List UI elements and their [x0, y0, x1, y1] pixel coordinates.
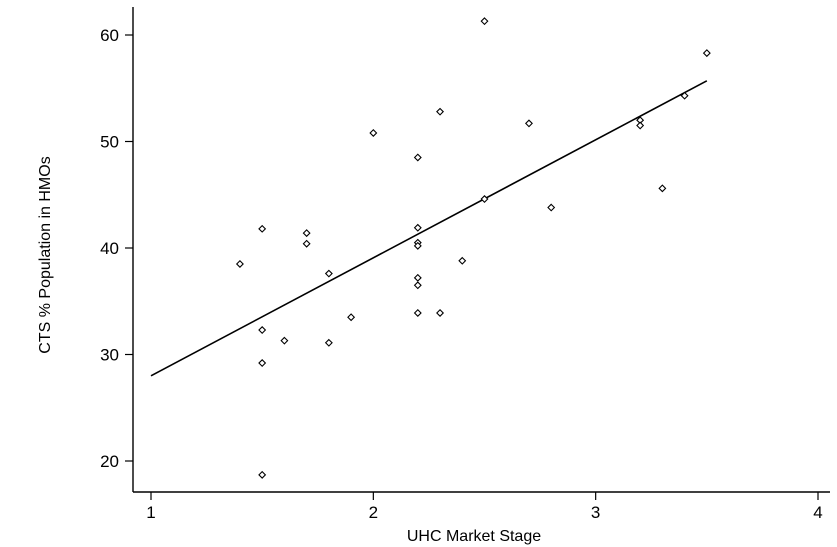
y-tick-label: 40	[100, 239, 119, 258]
x-tick-label: 2	[369, 503, 378, 522]
data-point	[636, 121, 645, 130]
data-point	[413, 223, 422, 232]
data-point	[413, 308, 422, 317]
data-point	[347, 313, 356, 322]
ticks: 1 2 3 4 20 30 40 50 60	[100, 26, 823, 522]
data-point	[702, 49, 711, 58]
data-point	[258, 359, 267, 367]
y-tick-label: 30	[100, 346, 119, 365]
data-point	[324, 269, 333, 278]
data-point	[280, 336, 289, 345]
axes	[132, 7, 830, 493]
y-axis-label: CTS % Population in HMOs	[37, 156, 54, 353]
data-point	[480, 195, 489, 203]
fit-line	[150, 80, 708, 377]
data-point	[302, 229, 311, 238]
data-point	[258, 224, 267, 233]
data-point	[413, 241, 422, 250]
data-point	[547, 203, 556, 212]
data-point	[458, 256, 467, 265]
data-point	[436, 107, 445, 116]
data-point	[369, 129, 378, 137]
x-tick-label: 1	[146, 503, 155, 522]
x-tick-label: 3	[591, 503, 600, 522]
data-point	[413, 281, 422, 290]
data-point	[524, 119, 533, 128]
y-tick-label: 60	[100, 26, 119, 45]
data-points	[235, 17, 711, 479]
fit-line-group	[150, 80, 708, 377]
data-point	[480, 17, 489, 26]
data-point	[324, 338, 333, 347]
x-axis-label: UHC Market Stage	[407, 528, 541, 545]
data-point	[413, 153, 422, 162]
x-tick-label: 4	[813, 503, 822, 522]
data-point	[235, 259, 244, 268]
data-point	[436, 308, 445, 317]
data-point	[658, 184, 667, 193]
data-point	[302, 239, 311, 248]
data-point	[258, 470, 267, 479]
data-point	[413, 273, 422, 282]
y-tick-label: 20	[100, 452, 119, 471]
data-point	[680, 91, 689, 100]
data-point	[258, 326, 267, 334]
y-tick-label: 50	[100, 133, 119, 152]
